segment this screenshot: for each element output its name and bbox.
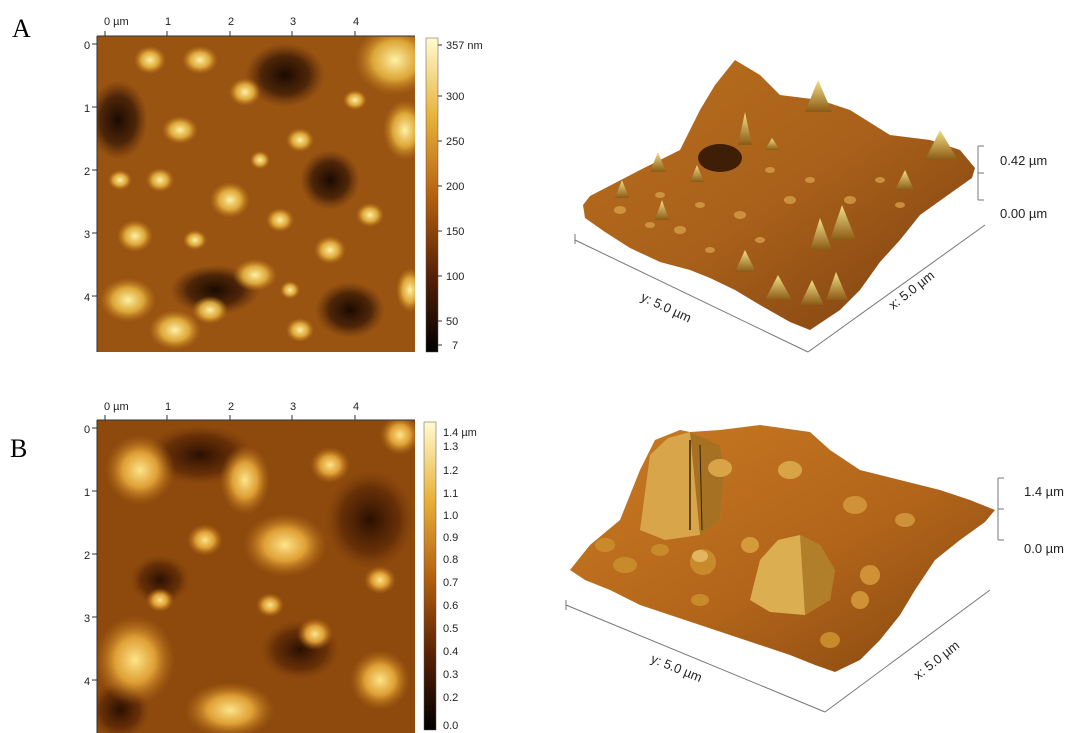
height-map-a bbox=[92, 31, 415, 352]
a-y-tick-2: 2 bbox=[84, 166, 90, 178]
b-cbar-tick-12: 0.2 bbox=[443, 692, 458, 704]
b-y-tick-4: 4 bbox=[84, 676, 90, 688]
a-y-tick-0: 0 bbox=[84, 40, 90, 52]
b-x-tick-1: 1 bbox=[165, 401, 171, 413]
b-cbar-tick-11: 0.3 bbox=[443, 669, 458, 681]
a-cbar-tick-0: 357 nm bbox=[446, 40, 483, 52]
b-cbar-tick-9: 0.5 bbox=[443, 623, 458, 635]
b-z-bottom: 0.0 µm bbox=[1024, 541, 1064, 556]
a-x-axis-label: x: 5.0 µm bbox=[886, 267, 938, 312]
b-y-tick-1: 1 bbox=[84, 487, 90, 499]
a-z-top: 0.42 µm bbox=[1000, 153, 1047, 168]
a-cbar-tick-3: 200 bbox=[446, 181, 464, 193]
b-cbar-tick-2: 1.2 bbox=[443, 465, 458, 477]
a-cbar-tick-1: 300 bbox=[446, 91, 464, 103]
a-x-tick-4: 4 bbox=[353, 16, 359, 28]
height-map-b bbox=[92, 415, 415, 733]
a-y-tick-3: 3 bbox=[84, 229, 90, 241]
b-y-axis-label: y: 5.0 µm bbox=[649, 651, 704, 685]
a-x-tick-1: 1 bbox=[165, 16, 171, 28]
b-cbar-tick-8: 0.6 bbox=[443, 600, 458, 612]
a-cbar-tick-6: 50 bbox=[446, 316, 458, 328]
b-cbar-tick-10: 0.4 bbox=[443, 646, 458, 658]
b-cbar-tick-13: 0.0 bbox=[443, 720, 458, 732]
b-cbar-tick-1: 1.3 bbox=[443, 441, 458, 453]
panel-label-b: B bbox=[10, 434, 28, 463]
b-y-tick-0: 0 bbox=[84, 424, 90, 436]
colorbar-a bbox=[425, 37, 442, 353]
b-x-tick-3: 3 bbox=[290, 401, 296, 413]
b-x-axis-label: x: 5.0 µm bbox=[911, 637, 963, 682]
b-cbar-tick-5: 0.9 bbox=[443, 532, 458, 544]
b-cbar-tick-0: 1.4 µm bbox=[443, 427, 477, 439]
b-cbar-tick-3: 1.1 bbox=[443, 488, 458, 500]
a-y-axis-label: y: 5.0 µm bbox=[639, 289, 694, 325]
a-x-tick-2: 2 bbox=[228, 16, 234, 28]
a-x-tick-3: 3 bbox=[290, 16, 296, 28]
surface-3d-a bbox=[574, 60, 986, 353]
surface-3d-b bbox=[565, 425, 1004, 713]
b-cbar-tick-6: 0.8 bbox=[443, 554, 458, 566]
colorbar-b bbox=[423, 421, 437, 731]
a-cbar-tick-4: 150 bbox=[446, 226, 464, 238]
b-cbar-tick-7: 0.7 bbox=[443, 577, 458, 589]
b-x-tick-0: 0 µm bbox=[104, 401, 129, 413]
a-cbar-tick-7: 7 bbox=[452, 340, 458, 352]
a-x-tick-0: 0 µm bbox=[104, 16, 129, 28]
a-cbar-tick-2: 250 bbox=[446, 136, 464, 148]
b-x-tick-2: 2 bbox=[228, 401, 234, 413]
b-y-tick-2: 2 bbox=[84, 550, 90, 562]
b-z-top: 1.4 µm bbox=[1024, 484, 1064, 499]
panel-label-a: A bbox=[12, 14, 31, 43]
b-cbar-tick-4: 1.0 bbox=[443, 510, 458, 522]
a-z-bottom: 0.00 µm bbox=[1000, 206, 1047, 221]
b-x-tick-4: 4 bbox=[353, 401, 359, 413]
a-cbar-tick-5: 100 bbox=[446, 271, 464, 283]
a-y-tick-4: 4 bbox=[84, 292, 90, 304]
b-y-tick-3: 3 bbox=[84, 613, 90, 625]
a-y-tick-1: 1 bbox=[84, 103, 90, 115]
